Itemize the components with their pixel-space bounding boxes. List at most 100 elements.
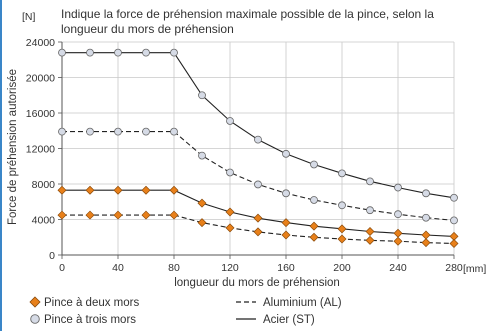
series-point-circle — [338, 201, 346, 210]
y-tick-label: 16000 — [26, 108, 55, 120]
series-point-diamond — [253, 213, 263, 223]
grid — [62, 41, 455, 255]
series-point-circle — [226, 117, 234, 125]
series-point-diamond — [449, 238, 459, 248]
series-point-diamond — [393, 228, 403, 238]
x-tick-label: 0 — [59, 262, 65, 274]
y-unit-label: [N] — [22, 11, 36, 23]
legend-label-two-jaw: Pince à deux mors — [44, 297, 139, 309]
series-point-circle — [86, 127, 94, 136]
legend-item-three-jaw: Pince à trois mors — [30, 314, 136, 326]
series-point-diamond — [309, 232, 319, 242]
legend-label-three-jaw: Pince à trois mors — [44, 314, 136, 326]
series-point-diamond — [57, 210, 67, 220]
series-point-circle — [226, 168, 234, 177]
series-point-diamond — [421, 238, 431, 248]
series-point-diamond — [393, 236, 403, 246]
legend-circle-marker — [30, 314, 40, 324]
series-point-circle — [310, 160, 318, 169]
series-point-circle — [394, 183, 402, 192]
series-point-diamond — [421, 230, 431, 240]
chart-title-line-1: Indique la force de préhension maximale … — [61, 7, 434, 21]
x-tick-label: 240 — [389, 262, 407, 274]
x-tick-label: 160 — [277, 262, 295, 274]
legend-item-two-jaw: Pince à deux mors — [29, 296, 139, 309]
x-tick-label: 120 — [221, 262, 239, 274]
series-line-1 — [62, 131, 455, 221]
series-point-diamond — [225, 223, 235, 233]
y-tick-label: 24000 — [26, 37, 55, 49]
legend-diamond-marker — [29, 296, 41, 308]
series-point-diamond — [281, 218, 291, 228]
series-point-diamond — [169, 185, 179, 195]
legend-item-aluminium: Aluminium (AL) — [236, 297, 342, 309]
series-point-circle — [366, 206, 374, 215]
series-point-diamond — [85, 210, 95, 220]
y-tick-label: 20000 — [26, 73, 55, 85]
series-point-circle — [198, 151, 206, 160]
series-point-circle — [450, 216, 458, 225]
series-point-circle — [198, 91, 206, 100]
series-point-circle — [338, 169, 346, 178]
series-point-diamond — [169, 210, 179, 220]
y-tick-label: 12000 — [26, 144, 55, 156]
series-point-diamond — [141, 185, 151, 195]
series-point-diamond — [113, 210, 123, 220]
x-tick-label: 280 — [445, 262, 463, 274]
series-point-circle — [422, 213, 430, 222]
series-point-circle — [58, 127, 66, 136]
series-point-diamond — [57, 185, 67, 195]
series-point-circle — [254, 135, 262, 144]
series-point-diamond — [337, 234, 347, 244]
series-point-diamond — [309, 221, 319, 231]
series-point-diamond — [253, 227, 263, 237]
series-point-circle — [58, 48, 66, 57]
legend-label-aluminium: Aluminium (AL) — [263, 297, 342, 309]
series-point-circle — [282, 149, 290, 158]
tick-labels: 0 4000 8000 12000 16000 20000 24000 0 40 80 120 160… — [26, 37, 463, 274]
legend-label-steel: Acier (ST) — [263, 314, 315, 326]
y-tick-label: 4000 — [32, 215, 56, 227]
series-point-diamond — [365, 226, 375, 236]
series-point-circle — [86, 48, 94, 57]
series-line-0 — [62, 52, 455, 199]
chart-title-line-2: longueur du mors de préhension — [61, 22, 234, 36]
series-point-circle — [450, 193, 458, 202]
series-point-diamond — [197, 218, 207, 228]
series-point-circle — [254, 180, 262, 189]
series-point-circle — [422, 189, 430, 198]
series-point-circle — [310, 196, 318, 204]
x-tick-label: 80 — [168, 262, 180, 274]
series-point-diamond — [141, 210, 151, 220]
series-point-diamond — [85, 185, 95, 195]
series-point-diamond — [281, 230, 291, 240]
series-point-circle — [366, 177, 374, 186]
series-point-circle — [170, 48, 178, 57]
x-tick-label: 40 — [112, 262, 124, 274]
series-point-diamond — [365, 235, 375, 245]
series-point-diamond — [337, 224, 347, 234]
series-line-3 — [62, 214, 455, 245]
axes — [58, 41, 455, 259]
y-axis-label: Force de préhension autorisée — [7, 69, 19, 225]
y-tick-label: 0 — [49, 250, 55, 262]
series-point-diamond — [113, 185, 123, 195]
series-point-circle — [114, 127, 122, 136]
series-point-circle — [282, 189, 290, 198]
x-unit-label: [mm] — [463, 263, 486, 275]
series-point-circle — [114, 48, 122, 57]
legend-item-steel: Acier (ST) — [236, 314, 315, 326]
y-tick-label: 8000 — [32, 179, 56, 191]
x-axis-label: longueur du mors de préhension — [174, 277, 340, 289]
series-point-diamond — [197, 198, 207, 208]
x-tick-label: 200 — [333, 262, 351, 274]
series-point-diamond — [225, 207, 235, 217]
series-point-circle — [142, 48, 150, 57]
series-point-circle — [170, 127, 178, 136]
series-point-circle — [142, 127, 150, 136]
series-point-circle — [394, 210, 402, 219]
legend: Pince à deux mors Pince à trois mors Alu… — [29, 296, 342, 326]
series — [57, 48, 459, 248]
